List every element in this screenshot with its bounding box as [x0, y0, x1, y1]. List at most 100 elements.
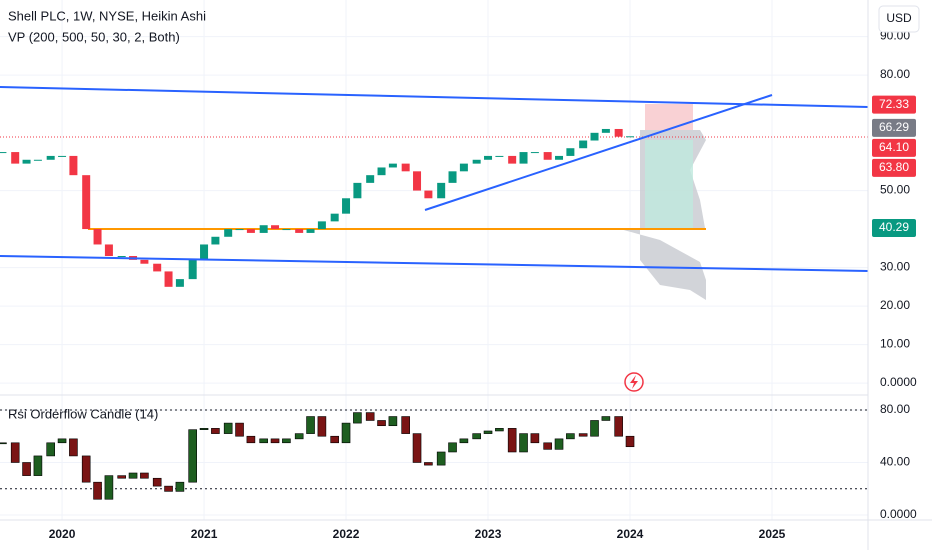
candles — [0, 128, 635, 500]
y-tick-label: 0.0000 — [880, 507, 917, 521]
rsi-candle — [317, 416, 327, 437]
price-label: 66.29 — [879, 120, 909, 134]
rsi-candle — [81, 455, 91, 483]
drawings — [0, 104, 868, 300]
x-tick-label: 2025 — [759, 527, 786, 541]
rsi-candle — [365, 412, 375, 421]
price-label: 72.33 — [879, 97, 909, 111]
price-label-box — [872, 95, 916, 114]
x-tick-label: 2023 — [475, 527, 502, 541]
candle — [295, 229, 304, 233]
y-tick-label: 20.00 — [880, 298, 910, 312]
rsi-candle — [459, 438, 469, 444]
candle — [153, 263, 162, 272]
candle — [188, 259, 197, 280]
candle — [11, 152, 20, 164]
rsi-candle — [235, 422, 244, 437]
rsi-candle — [22, 462, 31, 476]
candle — [93, 229, 102, 245]
candle — [472, 159, 481, 164]
candle — [626, 136, 635, 138]
rsi-candle — [211, 428, 220, 434]
rsi-candle — [282, 438, 291, 444]
candle — [282, 229, 291, 231]
rsi-candle — [483, 430, 493, 434]
y-tick-label: 30.00 — [880, 260, 910, 274]
candle — [200, 244, 209, 260]
candle — [401, 163, 410, 172]
candle — [366, 175, 375, 183]
channel-bottom — [0, 255, 869, 272]
price-label: 63.80 — [879, 160, 909, 174]
rsi-candle — [543, 442, 552, 450]
rsi-candle — [519, 433, 528, 453]
rsi-title: Rsi Orderflow Candle (14) — [8, 406, 158, 421]
rsi-candle — [164, 485, 173, 492]
currency-label[interactable]: USD — [886, 11, 912, 25]
rsi-candle — [69, 438, 78, 457]
rsi-candle — [566, 433, 575, 440]
price-label-box — [872, 218, 916, 237]
currency-button[interactable]: USD — [878, 5, 920, 33]
candle — [543, 152, 552, 160]
x-tick-label: 2020 — [49, 527, 76, 541]
candle — [224, 229, 233, 237]
channel-top — [0, 86, 869, 108]
candle — [317, 221, 326, 230]
rsi-candle — [188, 429, 197, 483]
candle — [353, 182, 362, 199]
rsi-candle — [93, 481, 102, 500]
rsi-candle — [117, 475, 126, 479]
chart-title: Shell PLC, 1W, NYSE, Heikin Ashi — [8, 8, 206, 23]
trend-line — [424, 94, 773, 211]
y-tick-label: 40.00 — [880, 455, 910, 469]
alert-icon[interactable] — [624, 372, 644, 392]
x-tick-label: 2024 — [617, 527, 644, 541]
rsi-candle — [33, 455, 43, 476]
rsi-candle — [0, 442, 7, 445]
candle — [424, 190, 433, 199]
price-label-box — [872, 118, 916, 137]
rsi-candle — [590, 420, 599, 437]
rsi-candle — [306, 416, 315, 434]
rsi-candle — [436, 451, 446, 466]
rsi-candle — [330, 435, 339, 444]
rsi-candle — [294, 433, 304, 440]
rsi-candle — [152, 477, 162, 487]
candle — [579, 140, 588, 149]
candle — [69, 155, 78, 176]
candle — [164, 271, 173, 287]
candle — [140, 259, 149, 264]
rsi-candle — [377, 420, 386, 427]
candle — [211, 236, 220, 245]
candle — [58, 155, 67, 157]
candle — [566, 148, 575, 156]
candle — [555, 155, 564, 160]
y-tick-label: 80.00 — [880, 67, 910, 81]
rsi-candle — [614, 416, 623, 437]
rsi-candle — [601, 416, 611, 421]
candle — [0, 152, 7, 154]
rsi-candle — [57, 438, 67, 444]
rsi-candle — [507, 428, 517, 453]
candle — [117, 256, 126, 258]
x-tick-label: 2022 — [333, 527, 360, 541]
rsi-candle — [495, 428, 504, 432]
rsi-candle — [388, 416, 398, 427]
rsi-candle — [472, 433, 481, 440]
rsi-candle — [10, 442, 20, 463]
rsi-candle — [401, 416, 410, 434]
rsi-candle — [424, 462, 433, 466]
rsi-candle — [259, 438, 268, 444]
candle — [271, 225, 280, 230]
candle — [22, 159, 31, 164]
rsi-candle — [46, 442, 55, 457]
price-label: 40.29 — [879, 220, 909, 234]
candle — [508, 155, 517, 164]
candle — [495, 155, 504, 157]
value-area-down — [645, 104, 693, 130]
rsi-candle — [199, 428, 209, 430]
x-tick-label: 2021 — [191, 527, 218, 541]
trend-lines — [0, 86, 869, 272]
